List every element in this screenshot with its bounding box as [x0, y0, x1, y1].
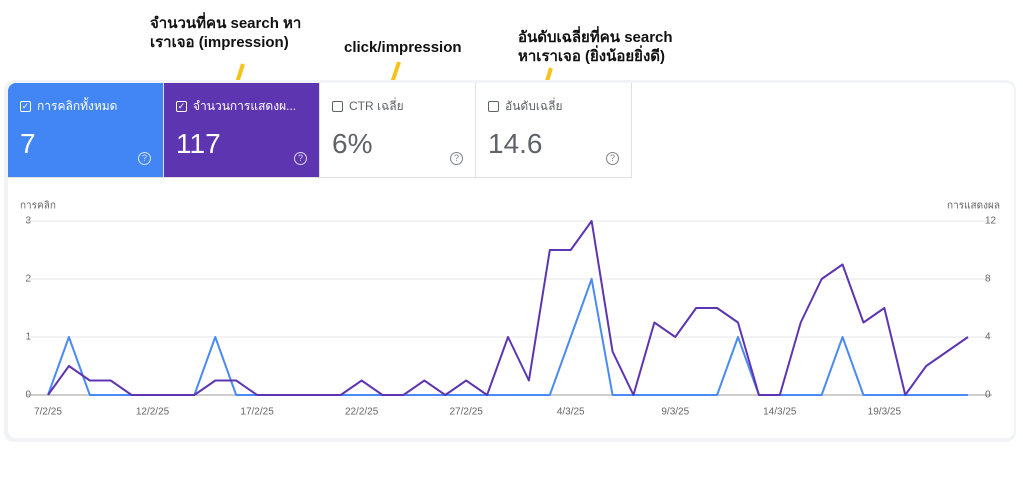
x-tick-label: 22/2/25 [345, 407, 379, 418]
annotation-line: จำนวนที่คน search หา [150, 15, 302, 32]
x-tick-label: 4/3/25 [557, 407, 585, 418]
card-label: จำนวนการแสดงผ... [193, 99, 297, 113]
card-label: อันดับเฉลี่ย [505, 99, 563, 113]
y2-tick-label: 12 [985, 216, 997, 227]
y2-tick-label: 4 [985, 332, 991, 343]
card-value: 14.6 [488, 128, 543, 159]
card-value: 7 [20, 128, 36, 159]
y2-tick-label: 0 [985, 390, 991, 401]
x-tick-label: 9/3/25 [661, 407, 689, 418]
x-tick-label: 7/2/25 [34, 407, 62, 418]
help-icon[interactable]: ? [606, 152, 619, 165]
annotation: จำนวนที่คน search หาเราเจอ (impression) [150, 14, 301, 52]
annotation-line: อันดับเฉลี่ยที่คน search [518, 29, 673, 46]
metric-card[interactable]: ✓ การคลิกทั้งหมด 7? [8, 83, 164, 178]
x-tick-label: 19/3/25 [868, 407, 902, 418]
annotation: click/impression [344, 38, 462, 57]
x-tick-label: 12/2/25 [136, 407, 170, 418]
report: ✓ การคลิกทั้งหมด 7? ✓ จำนวนการแสดงผ... 117? … [8, 83, 1014, 438]
card-label: การคลิกทั้งหมด [37, 99, 118, 113]
card-value: 117 [176, 128, 221, 159]
y2-tick-label: 8 [985, 274, 991, 285]
x-tick-label: 17/2/25 [240, 407, 274, 418]
metric-card[interactable]: ✓ จำนวนการแสดงผ... 117? [164, 83, 320, 178]
annotation: อันดับเฉลี่ยที่คน search หาเราเจอ (ยิ่งน้… [518, 28, 673, 66]
metric-card[interactable]: CTR เฉลี่ย 6%? [320, 83, 476, 178]
y2-axis-title: การแสดงผล [947, 201, 1000, 212]
x-tick-label: 27/2/25 [449, 407, 483, 418]
series-line [47, 278, 968, 396]
annotation-line: เราเจอ (impression) [150, 34, 289, 51]
annotation-line: หาเราเจอ (ยิ่งน้อยยิ่งดี) [518, 48, 666, 65]
card-value: 6% [332, 128, 373, 159]
series-line [47, 220, 969, 396]
x-tick-label: 14/3/25 [763, 407, 797, 418]
help-icon[interactable]: ? [450, 152, 463, 165]
help-icon[interactable]: ? [138, 152, 151, 165]
annotation-line: click/impression [344, 39, 462, 56]
y-axis-title: การคลิก [20, 201, 56, 212]
card-label: CTR เฉลี่ย [349, 99, 404, 113]
help-icon[interactable]: ? [294, 152, 307, 165]
metric-card[interactable]: อันดับเฉลี่ย 14.6? [476, 83, 632, 178]
